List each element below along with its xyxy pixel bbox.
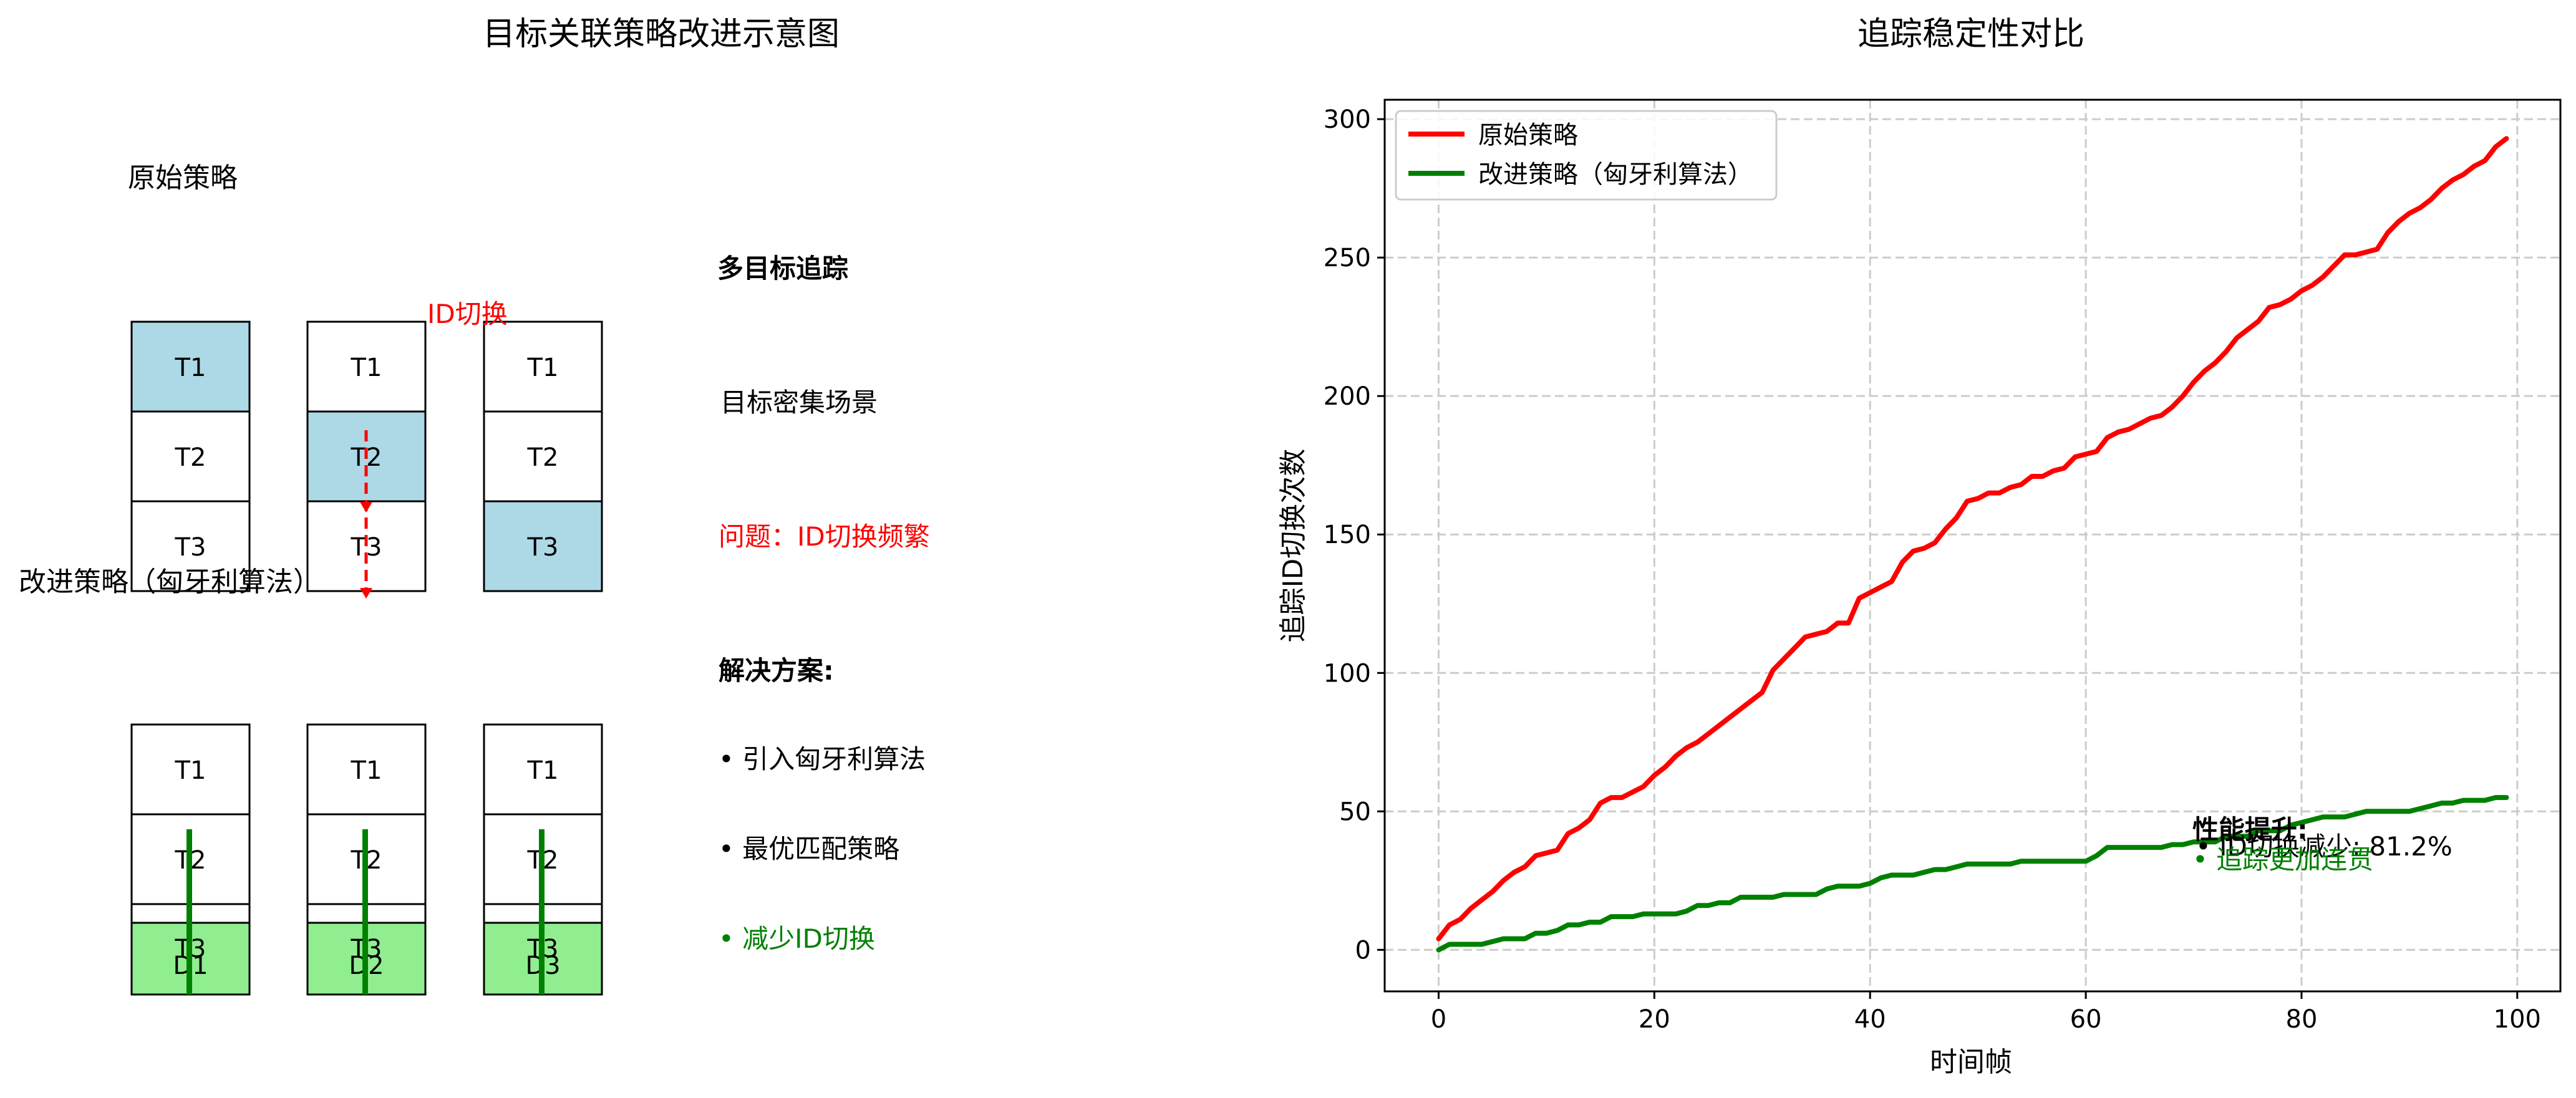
improved-cell-label: T1: [351, 756, 382, 785]
improved-strategy-label: 改进策略（匈牙利算法）: [19, 566, 321, 598]
notes-bullet-2: • 最优匹配策略: [719, 834, 899, 864]
original-cell-label: T1: [175, 354, 206, 382]
annotation-heading: 性能提升:: [2192, 814, 2308, 845]
x-axis-label: 时间帧: [1930, 1046, 2012, 1078]
y-axis-label: 追踪ID切换次数: [1277, 449, 1309, 643]
y-tick-label: 0: [1355, 936, 1371, 965]
original-cell-3-t1: [483, 320, 603, 413]
x-tick-label: 0: [1431, 1005, 1446, 1034]
series-line-original: [1436, 136, 2509, 941]
legend-label-improved: 改进策略（匈牙利算法）: [1478, 160, 1753, 189]
y-tick-label: 150: [1324, 521, 1371, 549]
original-cell-label: T1: [351, 354, 382, 382]
diagram-title: 目标关联策略改进示意图: [483, 16, 840, 53]
chart-title: 追踪稳定性对比: [1857, 16, 2085, 53]
chart-series: [1436, 136, 2509, 953]
plot-frame: [1383, 99, 2562, 993]
axis-ticks: 0 20 40 60 80 100 0 50 100 150 200 250 300: [1324, 105, 2541, 1034]
x-tick-label: 20: [1639, 1005, 1670, 1034]
notes-problem: 问题：ID切换频繁: [719, 521, 930, 552]
id-switch-arrowhead-lower: [360, 588, 372, 599]
original-cell-label: T2: [175, 443, 206, 472]
original-cell-1-t1: [130, 320, 251, 413]
y-tick-label: 250: [1324, 244, 1371, 272]
improved-track-grid: T1T2T3D1T1T2T3D2T1T2T3D3: [130, 723, 603, 996]
original-cell-label: T1: [527, 354, 559, 382]
y-tick-label: 100: [1324, 659, 1371, 688]
y-tick-label: 200: [1324, 382, 1371, 411]
id-switch-arrowhead-upper: [360, 502, 372, 513]
annotation-line-2: • 追踪更加连贯: [2192, 844, 2373, 875]
x-tick-label: 100: [2494, 1005, 2541, 1034]
original-cell-1-t3: [130, 500, 251, 592]
improved-cell-2-t1: [306, 723, 427, 816]
improved-cell-label: T1: [527, 756, 559, 785]
notes-solution-heading: 解决方案:: [719, 655, 834, 686]
notes-scene: 目标密集场景: [720, 387, 878, 418]
original-cell-3-t3: [483, 500, 603, 592]
notes-bullet-highlight: • 减少ID切换: [719, 923, 875, 954]
x-tick-label: 60: [2070, 1005, 2102, 1034]
chart-legend: 原始策略 改进策略（匈牙利算法）: [1395, 110, 1778, 201]
original-track-grid: T1T2T3T1T2T3T1T2T3: [130, 320, 603, 592]
annotation-line-1: • ID切换减少: 81.2%: [2196, 831, 2453, 862]
stability-line-chart: 追踪稳定性对比 0 20 40 60 80 100 0 50 100 150 200 250 300 时…: [1277, 16, 2562, 1078]
y-tick-label: 50: [1339, 797, 1371, 826]
association-diagram: 目标关联策略改进示意图 原始策略 T1T2T3T1T2T3T1T2T3 T1T2…: [19, 16, 930, 996]
chart-grid: [1385, 100, 2560, 991]
original-cell-3-t2: [483, 410, 603, 503]
id-switch-label: ID切换: [427, 299, 508, 329]
legend-box: [1395, 110, 1778, 201]
improved-cell-label: T1: [175, 756, 206, 785]
x-tick-label: 40: [1854, 1005, 1886, 1034]
notes-heading: 多目标追踪: [717, 253, 848, 284]
y-tick-label: 300: [1324, 105, 1371, 134]
x-tick-label: 80: [2286, 1005, 2318, 1034]
original-cell-label: T3: [175, 533, 206, 562]
original-strategy-label: 原始策略: [128, 162, 238, 194]
series-line-improved: [1436, 795, 2509, 953]
notes-bullet-1: • 引入匈牙利算法: [719, 744, 926, 774]
improved-cell-3-t1: [483, 723, 603, 816]
original-cell-1-t2: [130, 410, 251, 503]
original-cell-label: T2: [527, 443, 559, 472]
legend-label-original: 原始策略: [1478, 121, 1578, 150]
original-cell-label: T3: [527, 533, 559, 562]
